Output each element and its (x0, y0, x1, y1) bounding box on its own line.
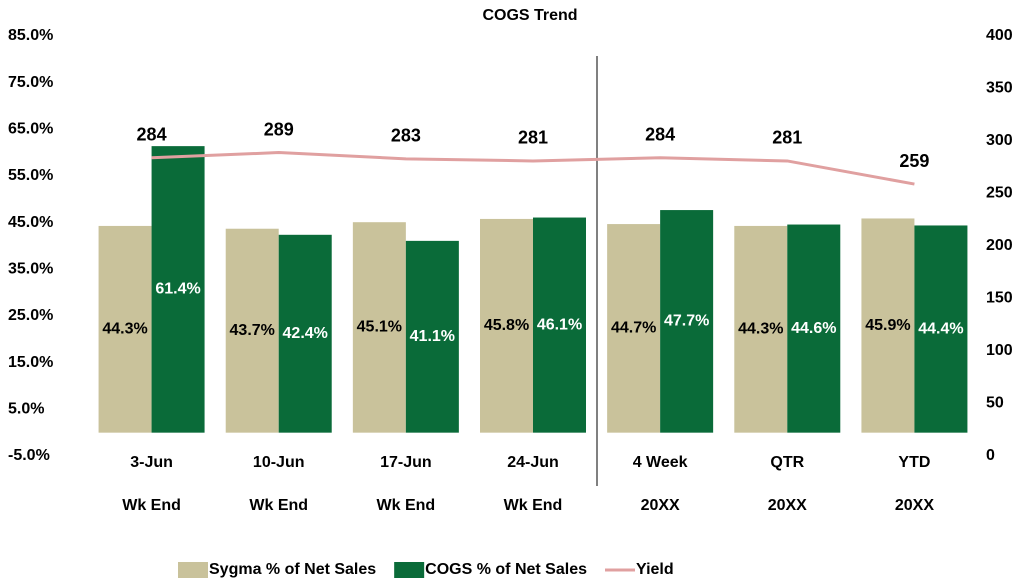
x-tick-label: 20XX (768, 497, 807, 514)
x-tick-label: Wk End (122, 497, 181, 514)
bar-value-label: 41.1% (410, 328, 455, 345)
bar-value-label: 45.1% (357, 319, 402, 336)
legend-label: Yield (636, 561, 674, 578)
bar-value-label: 47.7% (664, 313, 709, 330)
bar (480, 218, 533, 433)
y-tick-label: 75.0% (8, 74, 53, 91)
bar (225, 228, 279, 433)
bar-value-label: 44.3% (102, 321, 147, 338)
y2-tick-label: 250 (986, 185, 1013, 202)
y-tick-label: 65.0% (8, 121, 53, 138)
x-tick-label: 20XX (895, 497, 934, 514)
y2-tick-label: 50 (986, 395, 1004, 412)
bar (278, 234, 332, 433)
line-value-label: 289 (264, 119, 294, 139)
line-value-label: 284 (645, 125, 675, 145)
bar (787, 224, 841, 433)
y2-tick-label: 100 (986, 342, 1013, 359)
x-tick-label: 24-Jun (507, 454, 559, 471)
y-tick-label: 15.0% (8, 354, 53, 371)
y-tick-label: 5.0% (8, 401, 44, 418)
y2-tick-label: 350 (986, 80, 1013, 97)
y-tick-label: 85.0% (8, 27, 53, 44)
bar (607, 224, 661, 433)
y-tick-label: 35.0% (8, 261, 53, 278)
line-value-label: 281 (518, 128, 548, 148)
bar (660, 210, 714, 433)
y-tick-label: 25.0% (8, 307, 53, 324)
x-tick-label: 3-Jun (130, 454, 173, 471)
legend-label: COGS % of Net Sales (425, 561, 587, 578)
chart-title: COGS Trend (482, 7, 577, 24)
bar (861, 218, 915, 433)
y-tick-label: 45.0% (8, 214, 53, 231)
bar (533, 217, 586, 433)
line-value-label: 259 (899, 151, 929, 171)
y2-tick-label: 300 (986, 132, 1013, 149)
bar (352, 222, 406, 433)
y2-tick-label: 400 (986, 27, 1013, 44)
legend-swatch (394, 562, 425, 578)
x-tick-label: 17-Jun (380, 454, 432, 471)
y-tick-label: 55.0% (8, 167, 53, 184)
bar (734, 225, 788, 433)
x-tick-label: Wk End (249, 497, 308, 514)
bar-value-label: 44.4% (918, 320, 963, 337)
x-tick-label: YTD (898, 454, 930, 471)
bar-value-label: 43.7% (230, 322, 275, 339)
bar (914, 225, 968, 433)
x-tick-label: 4 Week (633, 454, 688, 471)
legend-swatch (178, 562, 208, 578)
x-tick-label: Wk End (377, 497, 436, 514)
bar-value-label: 44.6% (791, 320, 836, 337)
x-tick-label: 10-Jun (253, 454, 305, 471)
bar-value-label: 42.4% (283, 325, 328, 342)
x-tick-label: Wk End (504, 497, 563, 514)
y2-tick-label: 150 (986, 290, 1013, 307)
bar (98, 225, 152, 433)
y2-tick-label: 0 (986, 447, 995, 464)
bar-value-label: 44.7% (611, 320, 656, 337)
bar-value-label: 44.3% (738, 321, 783, 338)
line-value-label: 281 (772, 128, 802, 148)
y2-tick-label: 200 (986, 237, 1013, 254)
bar-value-label: 45.9% (865, 317, 910, 334)
x-tick-label: 20XX (641, 497, 680, 514)
yield-line (151, 151, 915, 186)
line-value-label: 283 (391, 126, 421, 146)
bar-value-label: 46.1% (537, 316, 582, 333)
bar (151, 146, 205, 433)
bar-value-label: 45.8% (484, 317, 529, 334)
y-tick-label: -5.0% (8, 447, 50, 464)
legend-label: Sygma % of Net Sales (209, 561, 376, 578)
x-tick-label: QTR (770, 454, 804, 471)
bar (405, 240, 459, 433)
line-value-label: 284 (137, 125, 167, 145)
bar-value-label: 61.4% (155, 281, 200, 298)
